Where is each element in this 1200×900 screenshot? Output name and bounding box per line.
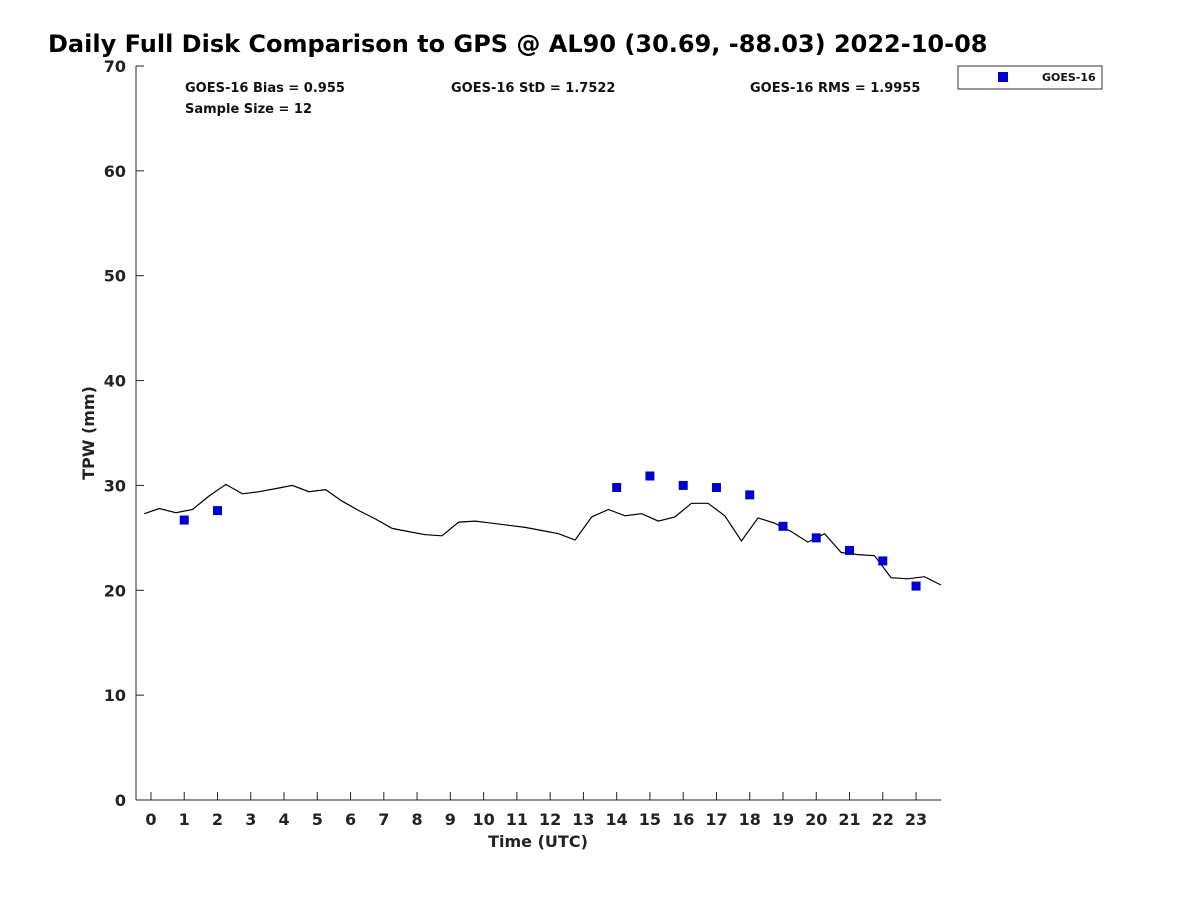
legend-box <box>957 65 1103 90</box>
goes16-point <box>811 533 821 543</box>
x-tick-label: 3 <box>245 810 256 829</box>
legend-label-goes16: GOES-16 <box>1042 71 1096 84</box>
chart-title: Daily Full Disk Comparison to GPS @ AL90… <box>48 30 988 58</box>
y-tick-label: 40 <box>104 372 126 391</box>
legend-marker-goes16 <box>998 72 1008 82</box>
y-tick-label: 20 <box>104 581 126 600</box>
x-tick-label: 6 <box>345 810 356 829</box>
goes16-point <box>179 515 189 525</box>
x-tick-label: 13 <box>572 810 594 829</box>
y-tick-label: 30 <box>104 476 126 495</box>
x-tick-label: 7 <box>378 810 389 829</box>
x-tick-label: 22 <box>872 810 894 829</box>
x-tick-label: 19 <box>772 810 794 829</box>
gps-line-layer <box>144 483 942 586</box>
x-tick-label: 11 <box>506 810 528 829</box>
y-axis-label: TPW (mm) <box>79 386 98 480</box>
stats-panel: GOES-16 Bias = 0.955 GOES-16 StD = 1.752… <box>185 81 920 117</box>
goes16-point <box>778 521 788 531</box>
x-tick-label: 8 <box>412 810 423 829</box>
y-tick-label: 60 <box>104 162 126 181</box>
x-tick-label: 9 <box>445 810 456 829</box>
x-tick-label: 10 <box>472 810 494 829</box>
goes16-point <box>911 581 921 591</box>
x-tick-label: 5 <box>312 810 323 829</box>
goes16-point <box>878 556 888 566</box>
x-tick-label: 17 <box>705 810 727 829</box>
x-tick-label: 18 <box>739 810 761 829</box>
gps-tpw-line <box>144 483 942 586</box>
y-tick-label: 10 <box>104 686 126 705</box>
goes16-point <box>845 545 855 555</box>
x-tick-label: 23 <box>905 810 927 829</box>
goes-points-layer <box>179 471 921 591</box>
stat-std: GOES-16 StD = 1.7522 <box>451 81 615 96</box>
x-axis-label: Time (UTC) <box>488 832 588 851</box>
x-tick-label: 1 <box>179 810 190 829</box>
x-tick-label: 0 <box>145 810 156 829</box>
stat-rms: GOES-16 RMS = 1.9955 <box>750 81 920 96</box>
goes16-point <box>645 471 655 481</box>
goes16-point <box>678 480 688 490</box>
goes16-point <box>612 483 622 493</box>
legend: GOES-16 <box>957 65 1103 90</box>
y-tick-label: 50 <box>104 267 126 286</box>
y-tick-label: 70 <box>104 57 126 76</box>
stat-sample-size: Sample Size = 12 <box>185 102 312 117</box>
x-tick-label: 20 <box>805 810 827 829</box>
x-tick-label: 14 <box>606 810 628 829</box>
x-tick-label: 12 <box>539 810 561 829</box>
y-tick-label: 0 <box>115 791 126 810</box>
x-tick-label: 4 <box>278 810 289 829</box>
goes16-point <box>711 483 721 493</box>
x-tick-label: 2 <box>212 810 223 829</box>
stat-bias: GOES-16 Bias = 0.955 <box>185 81 345 96</box>
x-tick-label: 15 <box>639 810 661 829</box>
goes16-point <box>212 506 222 516</box>
x-tick-label: 21 <box>838 810 860 829</box>
goes16-point <box>745 490 755 500</box>
x-tick-label: 16 <box>672 810 694 829</box>
